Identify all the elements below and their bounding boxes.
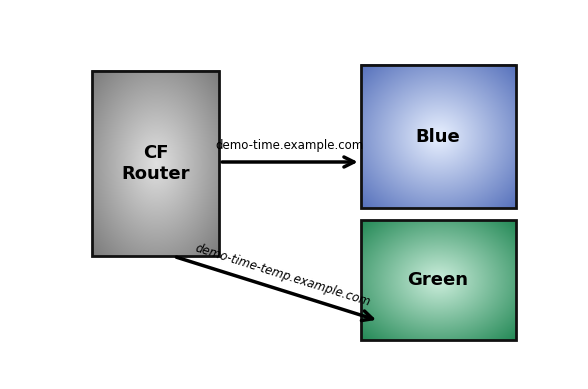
- Text: Green: Green: [407, 271, 469, 289]
- Text: demo-time.example.com: demo-time.example.com: [216, 138, 364, 152]
- Text: CF
Router: CF Router: [121, 144, 190, 183]
- Bar: [92, 71, 219, 256]
- Bar: [360, 65, 516, 209]
- Text: demo-time-temp.example.com: demo-time-temp.example.com: [193, 242, 372, 309]
- Bar: [360, 221, 516, 340]
- Text: Blue: Blue: [416, 128, 460, 145]
